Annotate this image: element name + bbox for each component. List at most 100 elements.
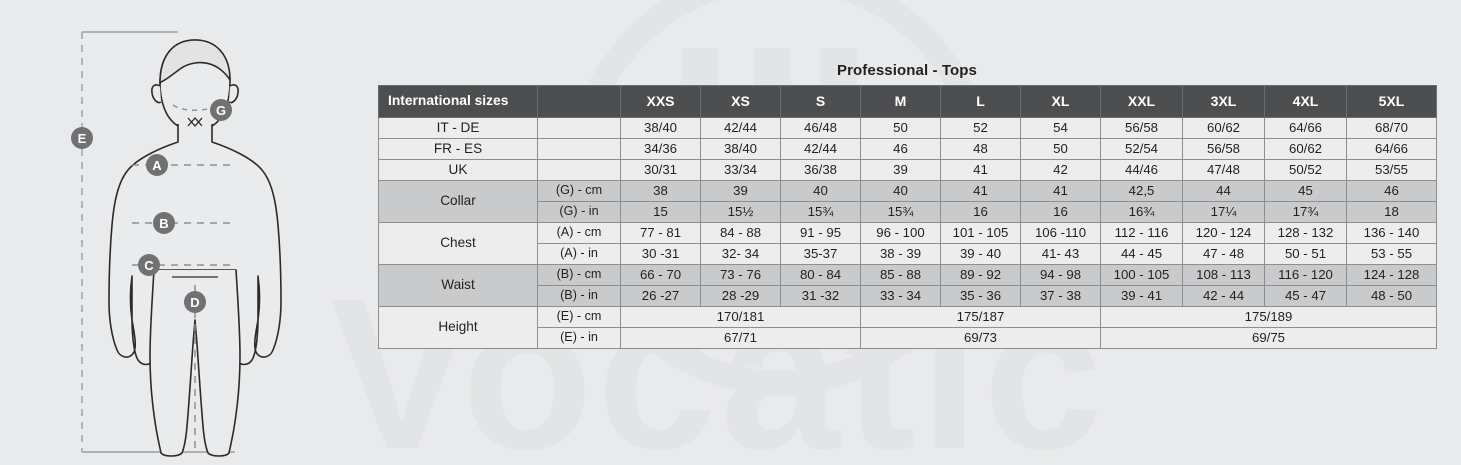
row-unit-cell: (G) - in	[537, 201, 621, 223]
table-cell: 17¼	[1182, 201, 1265, 223]
header-size-xs: XS	[700, 85, 781, 118]
table-cell: 128 - 132	[1264, 222, 1347, 244]
collar-knot	[187, 117, 203, 127]
table-cell: 47/48	[1182, 159, 1265, 181]
header-size-m: M	[860, 85, 941, 118]
table-cell: 41	[940, 180, 1021, 202]
table-cell: 116 - 120	[1264, 264, 1347, 286]
header-size-l: L	[940, 85, 1021, 118]
table-cell: 39 - 41	[1100, 285, 1183, 307]
table-cell: 80 - 84	[780, 264, 861, 286]
table-cell: 120 - 124	[1182, 222, 1265, 244]
table-row: Waist (B) - cm 66 - 70 73 - 76 80 - 84 85 - 8…	[378, 264, 1437, 307]
marker-D: D	[184, 291, 206, 313]
marker-B: B	[153, 212, 175, 234]
table-cell: 42 - 44	[1182, 285, 1265, 307]
table-row: (E) - in 67/71 69/73 69/75	[379, 327, 1437, 349]
table-cell: 50	[860, 117, 941, 139]
table-cell: 16	[940, 201, 1021, 223]
table-cell: 112 - 116	[1100, 222, 1183, 244]
table-cell: 39	[860, 159, 941, 181]
table-cell: 15½	[700, 201, 781, 223]
table-row: Height (E) - cm 170/181 175/187 175/189	[378, 306, 1437, 349]
table-cell: 42	[1020, 159, 1101, 181]
svg-text:A: A	[152, 158, 162, 173]
row-label-chest: Chest	[378, 222, 538, 265]
marker-E: E	[71, 127, 93, 149]
table-cell: 32- 34	[700, 243, 781, 265]
chart-title: Professional - Tops	[837, 62, 977, 79]
header-international-sizes: International sizes	[378, 85, 538, 118]
row-label-height: Height	[378, 306, 538, 349]
table-cell: 54	[1020, 117, 1101, 139]
table-cell: 56/58	[1100, 117, 1183, 139]
male-body-measurement-diagram: E G A B C D	[60, 20, 360, 460]
table-cell: 50/52	[1264, 159, 1347, 181]
table-cell-merged: 67/71	[620, 327, 861, 349]
table-cell: 41- 43	[1020, 243, 1101, 265]
table-cell: 33/34	[700, 159, 781, 181]
header-unit-column	[537, 85, 621, 118]
table-cell: 30 -31	[620, 243, 701, 265]
table-cell: 15¾	[860, 201, 941, 223]
marker-A: A	[146, 154, 168, 176]
table-cell: 44 - 45	[1100, 243, 1183, 265]
table-cell: 34/36	[620, 138, 701, 160]
table-cell: 56/58	[1182, 138, 1265, 160]
table-cell: 45 - 47	[1264, 285, 1347, 307]
header-size-xxs: XXS	[620, 85, 701, 118]
table-cell: 41	[1020, 180, 1101, 202]
table-cell: 60/62	[1264, 138, 1347, 160]
svg-text:C: C	[144, 258, 154, 273]
table-cell: 44	[1182, 180, 1265, 202]
row-label-it-de: IT - DE	[378, 117, 538, 139]
svg-text:B: B	[159, 216, 168, 231]
row-unit-cell	[537, 159, 621, 181]
size-chart-table: International sizes XXS XS S M L XL XXL 3XL 4XL 5…	[378, 85, 1437, 349]
table-cell: 15	[620, 201, 701, 223]
table-cell: 89 - 92	[940, 264, 1021, 286]
body-diagram-svg: E G A B C D	[71, 31, 282, 457]
table-cell: 35-37	[780, 243, 861, 265]
table-row: (B) - in 26 -27 28 -29 31 -32 33 - 34 35 - 36…	[379, 285, 1437, 307]
table-cell: 46	[1346, 180, 1437, 202]
table-row: (G) - in 15 15½ 15¾ 15¾ 16 16 16¾ 17¼ 17¾ 18	[379, 201, 1437, 223]
table-row: FR - ES 34/36 38/40 42/44 46 48 50 52/54 56/58 60…	[378, 138, 1437, 160]
header-size-3xl: 3XL	[1182, 85, 1265, 118]
table-cell: 26 -27	[620, 285, 701, 307]
table-cell: 52/54	[1100, 138, 1183, 160]
table-cell: 48	[940, 138, 1021, 160]
table-cell: 48 - 50	[1346, 285, 1437, 307]
row-unit-cell	[537, 117, 621, 139]
table-cell: 50	[1020, 138, 1101, 160]
table-cell: 36/38	[780, 159, 861, 181]
header-size-5xl: 5XL	[1346, 85, 1437, 118]
row-label-waist: Waist	[378, 264, 538, 307]
table-cell: 31 -32	[780, 285, 861, 307]
row-unit-cell: (A) - in	[537, 243, 621, 265]
table-cell: 41	[940, 159, 1021, 181]
row-unit-cell: (E) - in	[537, 327, 621, 349]
table-cell: 53 - 55	[1346, 243, 1437, 265]
table-cell: 30/31	[620, 159, 701, 181]
table-cell: 46	[860, 138, 941, 160]
table-cell: 16	[1020, 201, 1101, 223]
table-cell: 96 - 100	[860, 222, 941, 244]
table-cell: 42,5	[1100, 180, 1183, 202]
units-footnote: cm = centimeters - in = inches	[756, 444, 1461, 458]
row-label-fr-es: FR - ES	[378, 138, 538, 160]
table-cell: 42/44	[700, 117, 781, 139]
table-cell: 84 - 88	[700, 222, 781, 244]
row-unit-cell: (G) - cm	[537, 180, 621, 202]
row-unit-cell: (E) - cm	[537, 306, 621, 328]
header-row: International sizes XXS XS S M L XL XXL 3XL 4XL 5…	[378, 85, 1437, 118]
table-cell: 15¾	[780, 201, 861, 223]
table-cell: 47 - 48	[1182, 243, 1265, 265]
table-cell: 64/66	[1346, 138, 1437, 160]
table-cell: 100 - 105	[1100, 264, 1183, 286]
measurement-markers: E G A B C D	[71, 99, 232, 313]
header-size-4xl: 4XL	[1264, 85, 1347, 118]
table-cell: 108 - 113	[1182, 264, 1265, 286]
table-cell: 38 - 39	[860, 243, 941, 265]
table-cell: 28 -29	[700, 285, 781, 307]
